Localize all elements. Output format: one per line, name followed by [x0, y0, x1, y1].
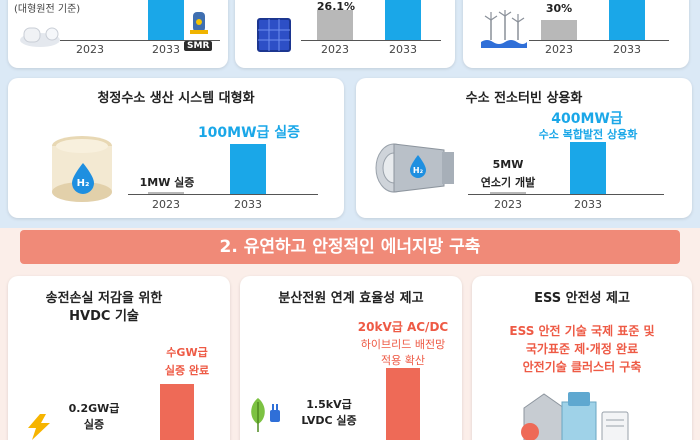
nuclear-year-2033: 2033	[152, 43, 180, 56]
hvdc-title-line2: HVDC 기술	[69, 309, 139, 324]
turbine-year-2023: 2023	[494, 198, 522, 211]
wind-bar-2023	[541, 20, 577, 40]
smr-badge: SMR	[184, 41, 213, 51]
turbine-year-2033: 2033	[574, 198, 602, 211]
distributed-value-2023-line2: LVDC 실증	[301, 414, 357, 427]
turbine-value-2033-line2: 수소 복합발전 상용화	[538, 128, 638, 141]
solar-bar-2023	[317, 10, 353, 40]
ess-body-line3: 안전기술 클러스터 구축	[522, 360, 642, 374]
nuclear-axis	[60, 40, 220, 41]
hydrogen-year-2033: 2033	[234, 198, 262, 211]
ess-card: ESS 안전성 제고 ESS 안전 기술 국제 표준 및 국가표준 제·개정 완…	[472, 276, 692, 440]
lightning-icon	[28, 414, 50, 440]
solar-panel-icon	[257, 18, 291, 52]
ess-title: ESS 안전성 제고	[534, 291, 630, 306]
wind-axis	[529, 40, 669, 41]
distributed-value-2023-line1: 1.5kV급	[306, 398, 352, 411]
wind-year-2023: 2023	[545, 43, 573, 56]
ess-storage-building-icon	[521, 392, 629, 440]
turbine-bar-2033	[570, 142, 606, 194]
ess-body-line2: 국가표준 제·개정 완료	[525, 342, 639, 356]
hvdc-bar-2033	[160, 384, 194, 440]
ess-body-line1: ESS 안전 기술 국제 표준 및	[509, 324, 655, 338]
turbine-bar-2023	[490, 192, 526, 194]
wind-bar-2033	[609, 0, 645, 40]
turbine-hydrogen-drop-icon	[410, 155, 426, 178]
distributed-bar-2033	[386, 368, 420, 440]
hydrogen-production-card: 청정수소 생산 시스템 대형화 H₂ 1MW 실증 100MW급 실증 2023…	[8, 78, 344, 218]
solar-year-2033: 2033	[389, 43, 417, 56]
distributed-card: 분산전원 연계 효율성 제고 20kV급 AC/DC 하이브리드 배전망 적용 …	[240, 276, 462, 440]
turbine-axis	[468, 194, 664, 195]
solar-value-2023: 26.1%	[316, 0, 356, 13]
distributed-title: 분산전원 연계 효율성 제고	[278, 291, 424, 306]
wind-turbine-icon	[481, 10, 527, 48]
wind-card: 30% 2023 2033	[463, 0, 689, 68]
hvdc-value-2033-line1: 수GW급	[166, 346, 208, 359]
distributed-value-2033-line2: 하이브리드 배전망	[360, 338, 446, 351]
nuclear-bar-2033	[148, 0, 184, 40]
hvdc-value-2023-line2: 실증	[83, 418, 105, 431]
nuclear-plant-icon	[20, 27, 60, 47]
hydrogen-bar-2033	[230, 144, 266, 194]
turbine-value-2033-line1: 400MW급	[551, 111, 623, 127]
solar-bar-2033	[385, 0, 421, 40]
nuclear-year-2023: 2023	[76, 43, 104, 56]
hydrogen-axis	[128, 194, 318, 195]
hvdc-value-2033-line2: 실증 완료	[164, 364, 210, 377]
hvdc-card: 송전손실 저감을 위한 HVDC 기술 수GW급 실증 완료 0.2GW급 실증	[8, 276, 230, 440]
turbine-value-2023-line2: 연소기 개발	[480, 176, 536, 189]
wind-value-2023: 30%	[545, 2, 573, 15]
hvdc-title-line1: 송전손실 저감을 위한	[45, 291, 163, 306]
solar-axis	[301, 40, 441, 41]
nuclear-card: (대형원전 기준) SMR 2023 2033	[8, 0, 228, 68]
hydrogen-value-2023: 1MW 실증	[139, 176, 195, 189]
distributed-value-2033-line3: 적용 확산	[381, 354, 425, 367]
turbine-card-title: 수소 전소터빈 상용화	[465, 91, 583, 106]
hydrogen-card-title: 청정수소 생산 시스템 대형화	[97, 91, 255, 106]
solar-card: 26.1% 2023 2033	[235, 0, 455, 68]
section-2-banner: 2. 유연하고 안정적인 에너지망 구축	[20, 230, 680, 264]
turbine-card: 수소 전소터빈 상용화 H₂ 5MW 연소기 개발 400MW급 수소 복합발전…	[356, 78, 692, 218]
hydrogen-year-2023: 2023	[152, 198, 180, 211]
leaf-plug-icon	[251, 398, 280, 432]
nuclear-note: (대형원전 기준)	[14, 4, 81, 15]
solar-year-2023: 2023	[321, 43, 349, 56]
smr-reactor-icon	[190, 12, 208, 34]
wind-year-2033: 2033	[613, 43, 641, 56]
hvdc-value-2023-line1: 0.2GW급	[68, 402, 120, 415]
hydrogen-drop-label: H₂	[76, 178, 90, 189]
hydrogen-value-2033: 100MW급 실증	[197, 125, 301, 141]
turbine-drop-label: H₂	[412, 166, 424, 175]
hydrogen-drop-icon	[72, 163, 94, 194]
turbine-value-2023-line1: 5MW	[492, 158, 524, 171]
distributed-value-2033-line1: 20kV급 AC/DC	[357, 320, 449, 334]
hydrogen-bar-2023	[148, 192, 184, 194]
